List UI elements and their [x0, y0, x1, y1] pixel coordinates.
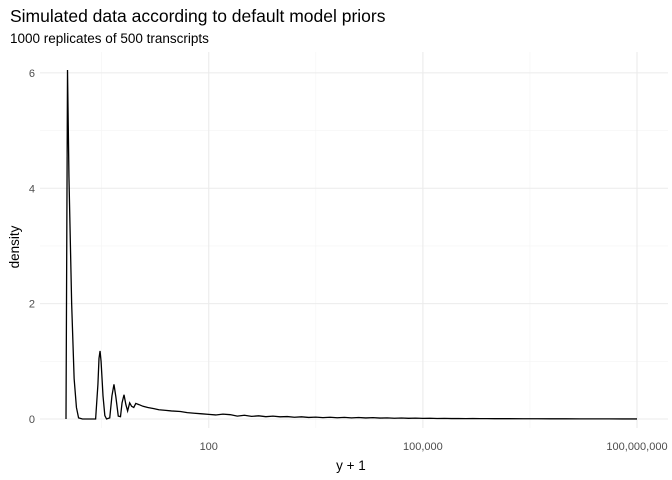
- chart-title: Simulated data according to default mode…: [10, 6, 386, 26]
- chart-subtitle: 1000 replicates of 500 transcripts: [10, 31, 209, 46]
- x-tick-label: 100,000: [403, 441, 443, 453]
- y-axis-title: density: [7, 225, 22, 268]
- y-axis-tick-labels: 0 2 4 6: [29, 68, 35, 426]
- x-axis-title: y + 1: [336, 458, 366, 473]
- y-tick-label: 0: [29, 414, 35, 426]
- y-tick-label: 6: [29, 68, 35, 80]
- grid-lines: [40, 52, 668, 428]
- plot-area: [65, 69, 638, 420]
- y-tick-label: 2: [29, 299, 35, 311]
- density-curve: [65, 69, 638, 420]
- x-axis-tick-labels: 100 100,000 100,000,000: [200, 441, 668, 453]
- y-tick-label: 4: [29, 183, 35, 195]
- x-tick-label: 100,000,000: [606, 441, 667, 453]
- x-tick-label: 100: [200, 441, 218, 453]
